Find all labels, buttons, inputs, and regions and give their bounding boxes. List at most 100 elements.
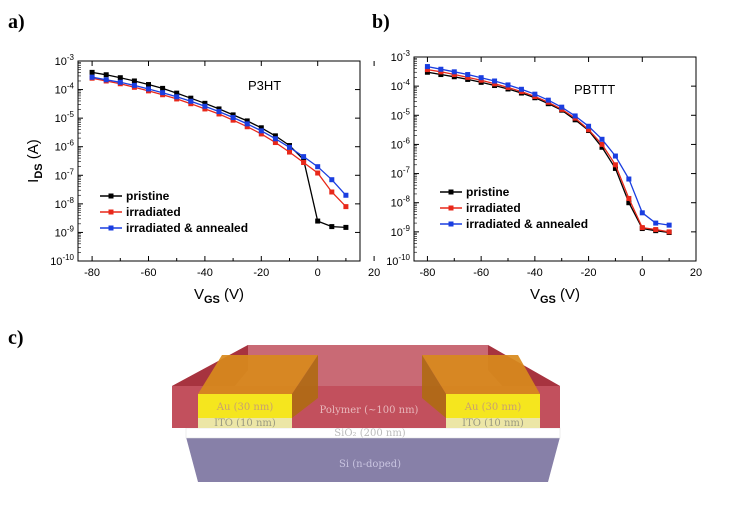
y-tick-label: 10-10: [386, 253, 410, 268]
data-point: [559, 104, 565, 110]
data-point: [160, 85, 166, 91]
data-point: [103, 77, 109, 83]
legend-label: irradiated: [126, 205, 181, 219]
data-point: [612, 153, 618, 159]
ito-left-label: ITO (10 nm): [214, 418, 276, 429]
data-point: [287, 144, 292, 150]
legend-label: irradiated & annealed: [466, 217, 588, 231]
data-point: [545, 97, 551, 103]
data-point: [465, 72, 471, 78]
y-tick-label: 10-5: [391, 107, 411, 122]
y-tick-label: 10-4: [55, 82, 75, 97]
legend-swatch-marker: [108, 209, 114, 215]
data-point: [599, 144, 605, 150]
y-tick-label: 10-10: [50, 253, 74, 268]
data-point: [626, 176, 632, 182]
ito-right: [446, 418, 540, 428]
chart-title: PBTTT: [574, 82, 615, 97]
data-point: [639, 210, 645, 216]
data-point: [478, 77, 484, 83]
y-tick-label: 10-7: [55, 167, 75, 182]
data-point: [599, 136, 605, 142]
sio2-label: SiO₂ (200 nm): [334, 428, 406, 439]
data-point: [244, 118, 250, 124]
au-right-top: [422, 355, 540, 394]
x-axis-label: VGS (V): [530, 286, 580, 306]
y-tick-label: 10-9: [55, 224, 75, 239]
data-point: [612, 165, 618, 171]
data-point: [216, 106, 222, 112]
data-point: [315, 170, 321, 176]
data-point: [258, 125, 264, 131]
si-substrate: [186, 437, 560, 482]
data-point: [451, 72, 457, 78]
y-tick-label: 10-3: [55, 53, 75, 68]
y-tick-label: 10-9: [391, 224, 411, 239]
data-point: [505, 84, 511, 90]
data-point: [315, 218, 321, 224]
data-point: [272, 136, 278, 142]
y-tick-label: 10-8: [55, 196, 75, 211]
data-point: [244, 121, 250, 127]
data-point: [258, 128, 264, 134]
legend-swatch-marker: [448, 205, 454, 211]
data-point: [174, 94, 180, 100]
data-point: [230, 112, 236, 118]
panel-label-c: c): [8, 327, 24, 349]
chart-title: P3HT: [248, 78, 281, 93]
au-right-side: [422, 355, 446, 418]
data-point: [451, 69, 457, 75]
x-tick-label: 20: [368, 267, 380, 279]
x-tick-label: -80: [419, 267, 435, 279]
data-point: [301, 157, 307, 163]
au-left-top: [198, 355, 318, 394]
data-point: [572, 113, 578, 119]
data-point: [612, 162, 618, 168]
y-tick-label: 10-8: [391, 195, 411, 210]
data-point: [343, 204, 349, 210]
x-tick-label: -40: [197, 267, 213, 279]
data-point: [492, 81, 498, 87]
ito-right-label: ITO (10 nm): [462, 418, 524, 429]
series-line-1: [427, 68, 670, 233]
data-point: [586, 127, 592, 133]
x-tick-label: -20: [253, 267, 269, 279]
panel-label-a: a): [8, 11, 25, 33]
data-point: [117, 79, 123, 85]
legend-label: pristine: [126, 189, 170, 203]
y-axis-label: IDS (A): [25, 139, 45, 183]
data-point: [103, 72, 109, 78]
data-point: [518, 86, 524, 92]
x-axis-label: VGS (V): [194, 286, 244, 306]
plot-frame: [77, 60, 361, 262]
si-label: Si (n-doped): [339, 459, 401, 470]
legend-swatch-marker: [108, 193, 114, 199]
data-point: [653, 220, 659, 226]
chart-pbttt: -80 -60 -40 -20 0 20 10-10 10-9 10-8 10-7 10-6 10-5…: [386, 49, 702, 306]
x-tick-label: -80: [84, 267, 100, 279]
au-left-front: [198, 394, 292, 418]
x-tick-label: -20: [581, 267, 597, 279]
data-point: [244, 124, 250, 130]
data-point: [272, 133, 278, 139]
y-tick-label: 10-5: [55, 110, 75, 125]
data-point: [626, 200, 632, 206]
legend-label: irradiated: [466, 201, 521, 215]
x-tick-label: 20: [690, 267, 702, 279]
series-line-1: [91, 77, 347, 208]
data-point: [586, 123, 592, 129]
data-point: [315, 164, 321, 170]
au-right-label: Au (30 nm): [464, 402, 522, 413]
data-point: [160, 90, 166, 96]
legend-label: pristine: [466, 185, 510, 199]
x-tick-label: -60: [141, 267, 157, 279]
x-tick-label: -40: [527, 267, 543, 279]
data-point: [438, 69, 444, 75]
data-point: [89, 69, 95, 75]
data-point: [478, 75, 484, 81]
data-point: [230, 117, 236, 123]
data-point: [202, 100, 208, 106]
x-tick-label: 0: [639, 267, 645, 279]
legend-swatch-marker: [448, 221, 454, 227]
data-point: [188, 98, 194, 104]
